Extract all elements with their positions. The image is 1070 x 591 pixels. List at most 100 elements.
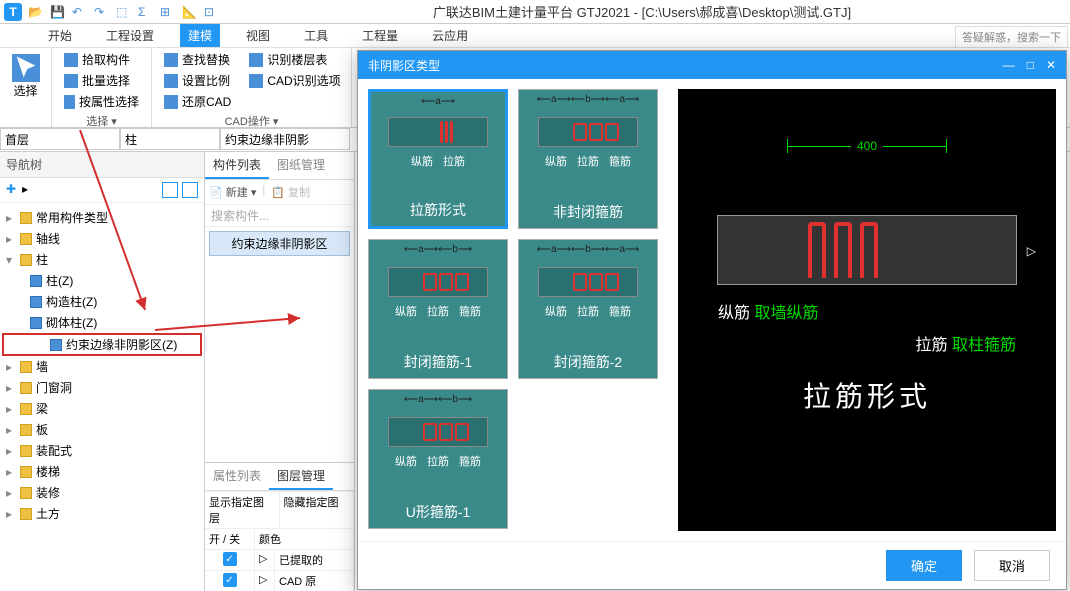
dim-label: ⟵a⟶⟵b⟶⟵a⟶ [537,244,640,255]
dialog-footer: 确定 取消 [358,541,1066,589]
dim-label: ⟵a⟶⟵b⟶ [404,244,472,255]
set-scale[interactable]: 设置比例 [160,71,235,90]
redo-icon[interactable]: ↷ [94,5,108,19]
option-name: 封闭箍筋-1 [369,346,507,378]
view-list-icon[interactable] [162,182,178,198]
tree-label: 楼梯 [36,463,60,480]
tree-item[interactable]: ▸楼梯 [2,461,202,482]
tree-item[interactable]: 柱(Z) [2,270,202,291]
preview-labels: 纵筋拉筋箍筋 [395,303,481,319]
tree-item[interactable]: ▸土方 [2,503,202,524]
cad-footer[interactable]: CAD操作 ▾ [160,111,343,129]
new-button[interactable]: 📄 新建 ▾ [209,184,256,200]
menu-qty[interactable]: 工程量 [354,24,406,47]
checkbox-icon[interactable]: ✓ [223,573,237,587]
help-search[interactable]: 答疑解惑，搜索一下 [955,26,1068,48]
menu-project[interactable]: 工程设置 [98,24,162,47]
window-title: 广联达BIM土建计量平台 GTJ2021 - [C:\Users\郝成喜\Des… [218,2,1066,21]
dialog-body: ⟵a⟶纵筋拉筋拉筋形式⟵a⟶⟵b⟶⟵a⟶纵筋拉筋箍筋非封闭箍筋⟵a⟶⟵b⟶纵筋拉… [358,79,1066,541]
option-card[interactable]: ⟵a⟶⟵b⟶⟵a⟶纵筋拉筋箍筋非封闭箍筋 [518,89,658,229]
dimension-value: 400 [851,139,883,153]
tree-label: 梁 [36,400,48,417]
option-preview: ⟵a⟶⟵b⟶ 纵筋拉筋箍筋 [369,240,507,346]
copy-button[interactable]: 📋 复制 [271,184,310,200]
folder-icon [20,508,32,520]
q3-icon[interactable]: ⊡ [204,5,218,19]
cad-options[interactable]: CAD识别选项 [245,71,344,90]
layer-row[interactable]: ✓▷已提取的 [205,549,354,570]
rebar-icon [808,222,826,278]
type-dropdown[interactable] [220,128,350,150]
tree-item[interactable]: ▸梁 [2,398,202,419]
menu-start[interactable]: 开始 [40,24,80,47]
tree-item[interactable]: ▸轴线 [2,228,202,249]
tab-property[interactable]: 属性列表 [205,463,269,490]
tree-item[interactable]: 构造柱(Z) [2,291,202,312]
option-grid: ⟵a⟶纵筋拉筋拉筋形式⟵a⟶⟵b⟶⟵a⟶纵筋拉筋箍筋非封闭箍筋⟵a⟶⟵b⟶纵筋拉… [368,89,668,531]
cancel-button[interactable]: 取消 [974,550,1050,581]
option-preview: ⟵a⟶纵筋拉筋 [371,92,505,194]
checkbox-icon[interactable]: ✓ [223,552,237,566]
select-button[interactable]: 选择 [8,50,43,103]
tree-item[interactable]: 砌体柱(Z) [2,312,202,333]
ok-button[interactable]: 确定 [886,550,962,581]
option-card[interactable]: ⟵a⟶⟵b⟶纵筋拉筋箍筋U形箍筋-1 [368,389,508,529]
tab-drawing-mgmt[interactable]: 图纸管理 [269,152,333,179]
menu-tool[interactable]: 工具 [296,24,336,47]
hide-layer[interactable]: 隐藏指定图 [280,492,355,528]
tree-item[interactable]: ▸板 [2,419,202,440]
tree-label: 砌体柱(Z) [46,314,97,331]
list-item[interactable]: 约束边缘非阴影区 [209,231,350,256]
open-icon[interactable]: 📂 [28,5,42,19]
tree-item[interactable]: ▸墙 [2,356,202,377]
ruler-icon[interactable]: 📐 [182,5,196,19]
option-card[interactable]: ⟵a⟶⟵b⟶⟵a⟶纵筋拉筋箍筋封闭箍筋-2 [518,239,658,379]
identify-floor[interactable]: 识别楼层表 [245,50,344,69]
show-layer[interactable]: 显示指定图层 [205,492,280,528]
search-input[interactable]: 搜索构件... [205,205,354,227]
prop-icon [64,95,75,109]
batch-select[interactable]: 批量选择 [60,71,143,90]
tree-label: 墙 [36,358,48,375]
tab-layer[interactable]: 图层管理 [269,463,333,490]
col-toggle: 开 / 关 [205,529,255,549]
tree-item[interactable]: ▸常用构件类型 [2,207,202,228]
layer-row[interactable]: ✓▷CAD 原 [205,570,354,591]
find-replace[interactable]: 查找替换 [160,50,235,69]
type-dialog: 非阴影区类型 — □ ✕ ⟵a⟶纵筋拉筋拉筋形式⟵a⟶⟵b⟶⟵a⟶纵筋拉筋箍筋非… [357,50,1067,590]
minimize-icon[interactable]: — [1003,58,1015,72]
nav-add-icon[interactable]: ✚ [6,182,16,198]
q1-icon[interactable]: ⬚ [116,5,130,19]
tab-component-list[interactable]: 构件列表 [205,152,269,179]
sum-icon[interactable]: Σ [138,5,152,19]
mid-toolbar: 📄 新建 ▾ | 📋 复制 [205,180,354,205]
nav-more-icon[interactable]: ▸ [22,182,28,198]
tree-item[interactable]: ▸门窗洞 [2,377,202,398]
tree-item[interactable]: 约束边缘非阴影区(Z) [2,333,202,356]
option-card[interactable]: ⟵a⟶纵筋拉筋拉筋形式 [368,89,508,229]
select-by-prop[interactable]: 按属性选择 [60,92,143,111]
dim-label: ⟵a⟶ [421,96,455,107]
save-icon[interactable]: 💾 [50,5,64,19]
category-dropdown[interactable] [120,128,220,150]
tree-item[interactable]: ▸装修 [2,482,202,503]
dialog-title: 非阴影区类型 [368,57,440,74]
close-icon[interactable]: ✕ [1046,58,1056,72]
menu-view[interactable]: 视图 [238,24,278,47]
maximize-icon[interactable]: □ [1027,58,1034,72]
view-grid-icon[interactable] [182,182,198,198]
q2-icon[interactable]: ⊞ [160,5,174,19]
floor-icon [249,53,263,67]
tree-item[interactable]: ▸装配式 [2,440,202,461]
option-card[interactable]: ⟵a⟶⟵b⟶ 纵筋拉筋箍筋封闭箍筋-1 [368,239,508,379]
tree-item[interactable]: ▾柱 [2,249,202,270]
select-footer[interactable]: 选择 ▾ [60,111,143,129]
menu-cloud[interactable]: 云应用 [424,24,476,47]
option-name: 非封闭箍筋 [519,196,657,228]
undo-icon[interactable]: ↶ [72,5,86,19]
restore-cad[interactable]: 还原CAD [160,92,235,111]
prop-tabs: 属性列表 图层管理 [205,463,354,491]
menu-model[interactable]: 建模 [180,24,220,47]
pick-component[interactable]: 拾取构件 [60,50,143,69]
floor-dropdown[interactable] [0,128,120,150]
